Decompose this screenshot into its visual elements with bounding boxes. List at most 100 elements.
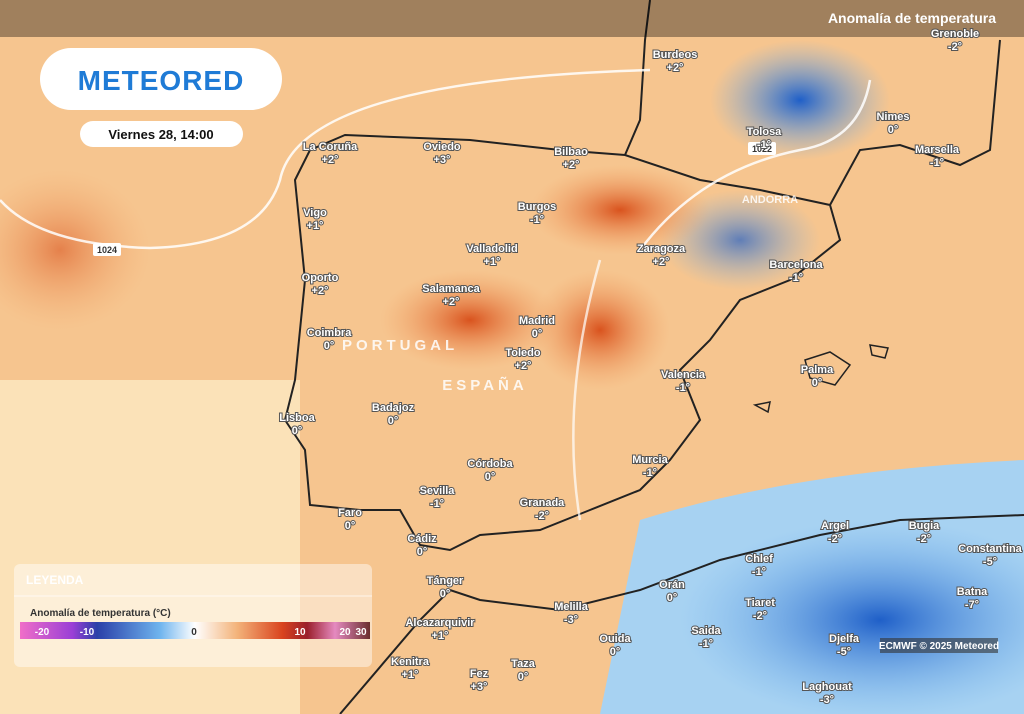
city-name: Burgos: [518, 201, 557, 213]
city-anomaly: 0°: [888, 124, 899, 136]
city-anomaly: 0°: [532, 328, 543, 340]
city-name: Burdeos: [653, 49, 698, 61]
city-name: Zaragoza: [637, 243, 686, 255]
city-name: Vigo: [303, 207, 327, 219]
warm-area: [0, 170, 150, 330]
city-anomaly: +2°: [312, 285, 329, 297]
city-name: Batna: [957, 586, 988, 598]
city-anomaly: 0°: [417, 546, 428, 558]
city-name: Kenitra: [391, 656, 430, 668]
city-anomaly: -1°: [757, 139, 771, 151]
city-name: Granada: [520, 497, 566, 509]
legend-title: LEYENDA: [26, 573, 84, 587]
city-name: Melilla: [554, 601, 589, 613]
isobar-label: 1024: [97, 245, 117, 255]
logo-box: [40, 48, 282, 110]
legend-ticks: -20 -10 0 10 20 30: [35, 627, 367, 638]
city-name: Saida: [691, 625, 721, 637]
city-name: Coimbra: [307, 327, 353, 339]
city-anomaly: 0°: [518, 671, 529, 683]
city-anomaly: -5°: [837, 646, 851, 658]
city-name: Grenoble: [931, 28, 979, 40]
city-anomaly: 0°: [345, 520, 356, 532]
city-name: Faro: [338, 507, 362, 519]
isobar-tag: [748, 142, 776, 155]
city-anomaly: -2°: [948, 41, 962, 53]
city-name: Alcazarquivir: [405, 617, 475, 629]
legend-tick-label: -10: [80, 627, 95, 638]
country-label: PORTUGAL: [342, 337, 458, 354]
coastline: [624, 0, 1001, 206]
city-name: Barcelona: [769, 259, 823, 271]
city-name: Córdoba: [467, 458, 513, 470]
warm-area: [380, 270, 560, 370]
city-name: Nimes: [876, 111, 909, 123]
city-name: Constantina: [958, 543, 1022, 555]
city-anomaly: -1°: [430, 498, 444, 510]
city-anomaly: +1°: [307, 220, 324, 232]
city-name: Djelfa: [829, 633, 860, 645]
city-anomaly: -7°: [965, 599, 979, 611]
city-name: Taza: [511, 658, 536, 670]
city-anomaly: +3°: [434, 154, 451, 166]
header-title: Anomalía de temperatura: [828, 10, 996, 26]
city-name: Palma: [801, 364, 834, 376]
city-anomaly: -3°: [820, 694, 834, 706]
city-anomaly: -1°: [699, 638, 713, 650]
city-name: Marsella: [915, 144, 960, 156]
city-anomaly: +2°: [515, 360, 532, 372]
city-anomaly: +1°: [432, 630, 449, 642]
legend-tick-label: 0: [191, 627, 197, 638]
city-name: Badajoz: [372, 402, 415, 414]
city-anomaly: 0°: [292, 425, 303, 437]
city-name: Oporto: [302, 272, 339, 284]
city-anomaly: -1°: [676, 382, 690, 394]
city-anomaly: -2°: [917, 533, 931, 545]
isobar-line: [572, 259, 602, 521]
city-anomaly: 0°: [485, 471, 496, 483]
legend-box: [14, 564, 372, 667]
city-anomaly: +1°: [402, 669, 419, 681]
city-anomaly: -1°: [643, 467, 657, 479]
city-anomaly: +3°: [471, 681, 488, 693]
credit-box: [880, 638, 998, 653]
coastline: [283, 133, 842, 552]
city-name: Oviedo: [423, 141, 461, 153]
cold-area: [710, 40, 890, 160]
city-name: Tolosa: [747, 126, 783, 138]
legend-tick-label: -20: [35, 627, 50, 638]
city-anomaly: -5°: [983, 556, 997, 568]
city-anomaly: -1°: [530, 214, 544, 226]
city-anomaly: 0°: [324, 340, 335, 352]
city-anomaly: -2°: [753, 610, 767, 622]
coastline: [339, 514, 1024, 714]
city-anomaly: -2°: [828, 533, 842, 545]
isobar-line: [0, 68, 651, 250]
city-anomaly: +2°: [667, 62, 684, 74]
legend-tick-label: 10: [294, 627, 306, 638]
city-anomaly: -2°: [535, 510, 549, 522]
city-name: Valencia: [661, 369, 706, 381]
island: [752, 344, 889, 414]
city-name: Ouida: [599, 633, 631, 645]
city-name: Salamanca: [422, 283, 480, 295]
city-anomaly: +1°: [484, 256, 501, 268]
cold-area: [680, 520, 1024, 714]
city-name: Argel: [821, 520, 849, 532]
city-anomaly: +2°: [322, 154, 339, 166]
country-label: ANDORRA: [742, 194, 798, 206]
logo: METEORED: [78, 65, 245, 96]
city-name: Bilbao: [554, 146, 588, 158]
city-name: Toledo: [505, 347, 541, 359]
date-box: [80, 121, 243, 147]
warm-area: [530, 165, 710, 255]
legend-tick-label: 30: [355, 627, 367, 638]
city-anomaly: -1°: [930, 157, 944, 169]
city-name: Fez: [470, 668, 489, 680]
city-anomaly: -1°: [752, 566, 766, 578]
city-anomaly: -3°: [564, 614, 578, 626]
city-name: La Coruña: [303, 141, 358, 153]
